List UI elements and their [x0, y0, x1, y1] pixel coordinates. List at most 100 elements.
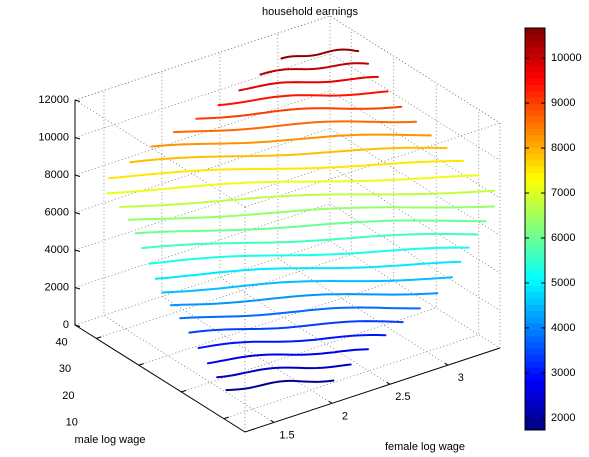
- z-tick: [74, 212, 81, 215]
- colorbar-tick-label: 8000: [551, 142, 575, 154]
- contour-line: [134, 219, 487, 235]
- colorbar-cell: [525, 28, 545, 35]
- x-tick-label: 3: [458, 372, 464, 384]
- colorbar-cell: [525, 141, 545, 148]
- axis-line: [74, 100, 501, 433]
- z-tick-label: 8000: [45, 169, 69, 181]
- colorbar-cell: [525, 147, 545, 155]
- contour-line: [225, 379, 335, 392]
- contour-line: [169, 292, 439, 307]
- z-tick: [74, 137, 81, 140]
- colorbar-tick-label: 7000: [551, 187, 575, 199]
- colorbar-cell: [525, 103, 545, 111]
- z-tick-label: 0: [63, 319, 69, 331]
- colorbar-cell: [525, 53, 545, 60]
- contour-line: [197, 334, 387, 349]
- colorbar-cell: [525, 291, 545, 299]
- contour-line: [217, 90, 389, 107]
- y-tick-label: 20: [62, 390, 74, 402]
- colorbar-cell: [525, 178, 545, 186]
- grid-line: [103, 90, 275, 423]
- contour-line: [238, 75, 379, 92]
- colorbar-cell: [525, 266, 545, 274]
- z-tick-label: 2000: [45, 281, 69, 293]
- colorbar-cell: [525, 191, 545, 199]
- z-tick-label: 4000: [45, 244, 69, 256]
- x-axis-label: female log wage: [385, 441, 465, 453]
- colorbar-cell: [525, 423, 545, 431]
- contour-line: [141, 232, 479, 250]
- contour-line: [127, 205, 495, 221]
- y-tick-label: 10: [66, 417, 78, 429]
- z-tick: [74, 99, 81, 102]
- colorbar-frame: [524, 27, 546, 431]
- contour-line: [150, 133, 432, 148]
- colorbar-tick-label: 9000: [551, 97, 575, 109]
- colorbar-cell: [525, 71, 545, 79]
- colorbar-cell: [525, 298, 545, 305]
- z-tick-label: 12000: [38, 94, 69, 106]
- z-tick-label: 10000: [38, 131, 69, 143]
- grid-line: [277, 33, 449, 366]
- colorbar-cell: [525, 342, 545, 349]
- contour-line: [179, 306, 421, 320]
- colorbar-cell: [525, 97, 545, 104]
- y-tick-label: 40: [55, 336, 67, 348]
- colorbar-tick-label: 4000: [551, 322, 575, 334]
- contour-line: [172, 120, 418, 134]
- colorbar-cell: [525, 159, 545, 167]
- colorbar-cell: [525, 272, 545, 280]
- colorbar-cell: [525, 386, 545, 393]
- colorbar-cell: [525, 254, 545, 261]
- colorbar-cell: [525, 411, 545, 418]
- colorbar-cell: [525, 241, 545, 249]
- colorbar-cell: [525, 367, 545, 374]
- colorbar-cell: [525, 128, 545, 136]
- x-tick-label: 2: [342, 410, 348, 422]
- contour-line: [195, 105, 403, 120]
- colorbar-cell: [525, 109, 545, 117]
- contour-line: [259, 62, 370, 76]
- colorbar-cell: [525, 122, 545, 129]
- colorbar-cell: [525, 166, 545, 173]
- chart-title: household earnings: [262, 6, 359, 18]
- colorbar-cell: [525, 216, 545, 224]
- x-tick-label: 2.5: [395, 391, 410, 403]
- y-tick: [181, 389, 187, 393]
- contour-line: [108, 159, 464, 180]
- colorbar-cell: [525, 373, 545, 381]
- contour-line: [148, 246, 470, 265]
- colorbar-cell: [525, 134, 545, 142]
- z-tick: [74, 249, 81, 252]
- colorbar-tick-label: 10000: [551, 52, 582, 64]
- grid-line: [219, 52, 391, 385]
- colorbar-cell: [525, 172, 545, 180]
- z-tick: [74, 287, 81, 290]
- y-tick: [223, 416, 229, 420]
- colorbar-cell: [525, 285, 545, 293]
- colorbar-cell: [525, 222, 545, 230]
- colorbar-cell: [525, 329, 545, 337]
- colorbar-cell: [525, 115, 545, 123]
- contour-line: [206, 348, 369, 365]
- z-tick-label: 6000: [45, 206, 69, 218]
- contour-line: [188, 320, 404, 334]
- z-tick: [74, 174, 81, 177]
- contour-line: [280, 48, 360, 60]
- colorbar-cell: [525, 310, 545, 318]
- colorbar-cell: [525, 323, 545, 330]
- colorbar-tick-label: 3000: [551, 367, 575, 379]
- y-tick-label: 30: [59, 363, 71, 375]
- colorbar-cell: [525, 229, 545, 236]
- colorbar-cell: [525, 84, 545, 92]
- y-axis-label: male log wage: [75, 434, 146, 446]
- contour-line: [119, 189, 496, 208]
- colorbar-cell: [525, 235, 545, 243]
- colorbar-cell: [525, 417, 545, 425]
- colorbar-cell: [525, 398, 545, 406]
- colorbar-cell: [525, 260, 545, 268]
- colorbar-cell: [525, 34, 545, 42]
- colorbar-tick-label: 5000: [551, 277, 575, 289]
- colorbar-cell: [525, 46, 545, 54]
